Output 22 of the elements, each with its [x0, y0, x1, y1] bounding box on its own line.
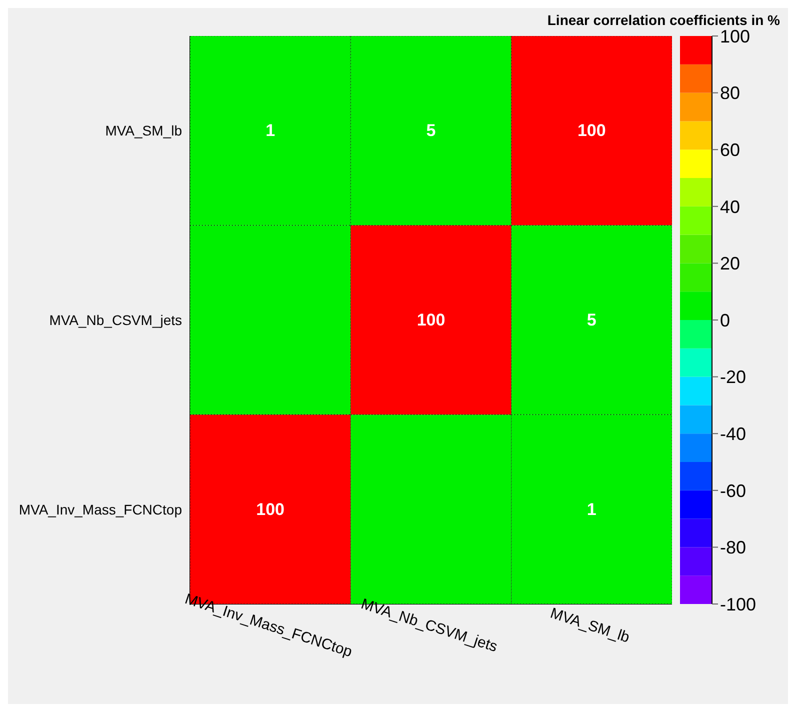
color-bar-label: 60	[720, 140, 740, 160]
color-bar-label: -60	[720, 480, 746, 501]
y-tick-label: MVA_Inv_Mass_FCNCtop	[18, 501, 182, 518]
color-bar-label: 80	[720, 83, 740, 104]
data-label: 100	[577, 121, 606, 140]
color-bar-label: -20	[720, 367, 746, 388]
y-tick-label: MVA_SM_lb	[105, 122, 182, 139]
data-label: 5	[586, 310, 596, 330]
data-label: 100	[256, 500, 285, 519]
data-label: 1	[586, 500, 596, 519]
color-bar-label: 0	[720, 310, 730, 330]
color-bar-label: -100	[720, 594, 756, 614]
color-bar-label: 20	[720, 254, 740, 274]
y-tick-label: MVA_Nb_CSVM_jets	[49, 312, 182, 328]
color-bar-label: 40	[720, 196, 740, 217]
color-bar-label: -40	[720, 424, 746, 444]
chart-title: Linear correlation coefficients in %	[547, 12, 780, 28]
data-label: 1	[266, 121, 276, 140]
color-bar-label: 100	[720, 26, 750, 46]
color-bar-label: -80	[720, 538, 746, 558]
data-label: 100	[416, 310, 446, 330]
data-label: 5	[426, 121, 436, 140]
